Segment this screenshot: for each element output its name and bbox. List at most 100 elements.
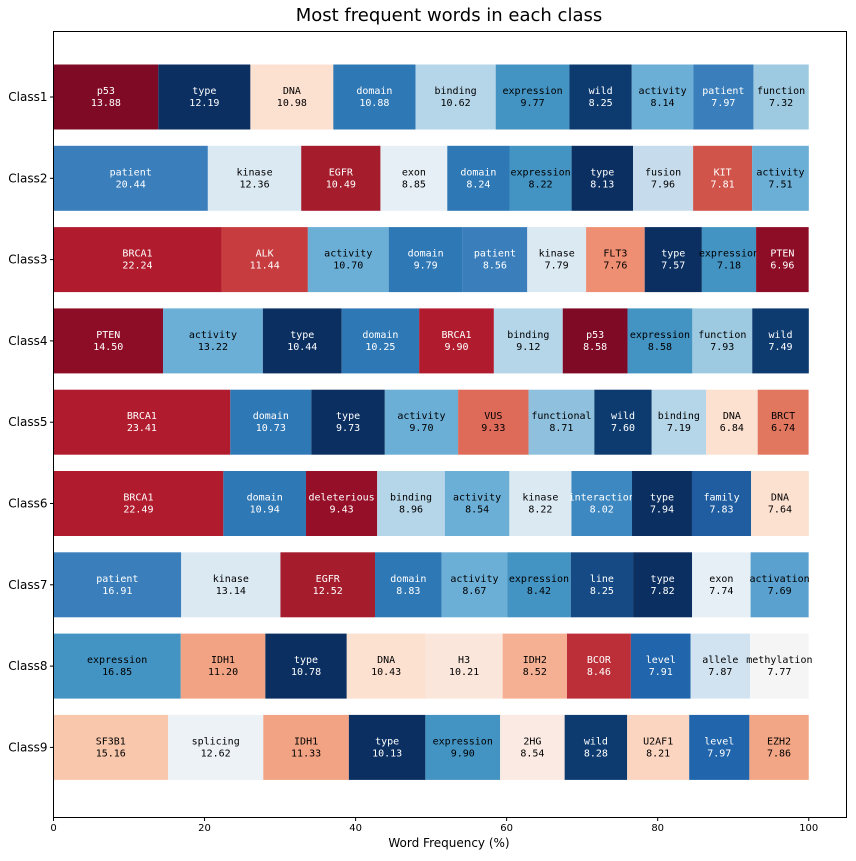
segment-value-label: 7.83	[709, 505, 733, 516]
segment-value-label: 7.81	[711, 179, 735, 190]
segment-value-label: 13.22	[198, 342, 228, 353]
category-label: Class2	[8, 171, 47, 185]
bar-segment	[493, 308, 563, 374]
segment-value-label: 9.79	[414, 261, 438, 272]
segment-value-label: 8.22	[528, 505, 552, 516]
segment-word-label: activity	[324, 249, 372, 260]
bar-segment	[181, 552, 281, 618]
bar-segment	[564, 714, 628, 780]
segment-word-label: domain	[460, 167, 496, 178]
segment-word-label: BRCA1	[123, 493, 153, 504]
bar-segment	[388, 227, 463, 293]
bar-segment	[441, 552, 508, 618]
bar-segment	[693, 145, 753, 211]
x-tick-label: 0	[50, 823, 56, 834]
segment-value-label: 6.96	[770, 261, 794, 272]
segment-value-label: 22.24	[122, 261, 152, 272]
bar-segment	[348, 714, 426, 780]
segment-value-label: 12.36	[239, 179, 269, 190]
segment-word-label: kinase	[236, 167, 272, 178]
segment-value-label: 10.94	[250, 505, 280, 516]
bar-segment	[230, 389, 312, 455]
segment-value-label: 9.77	[521, 98, 545, 109]
segment-value-label: 9.70	[409, 423, 433, 434]
segment-word-label: BRCA1	[127, 411, 157, 422]
segment-word-label: interaction	[569, 493, 635, 504]
segment-word-label: IDH1	[211, 655, 235, 666]
segment-word-label: BRCT	[771, 411, 795, 422]
segment-value-label: 7.97	[707, 748, 731, 759]
segment-word-label: type	[336, 411, 360, 422]
segment-word-label: activation	[750, 574, 810, 585]
bar-segment	[307, 227, 389, 293]
bar-segment	[630, 633, 691, 699]
segment-word-label: binding	[658, 411, 700, 422]
bar-segment	[265, 633, 347, 699]
segment-value-label: 7.51	[768, 179, 792, 190]
bar-segment	[53, 145, 208, 211]
segment-word-label: H3	[458, 655, 470, 666]
segment-value-label: 8.21	[646, 748, 670, 759]
bar-segment	[632, 471, 692, 536]
segment-word-label: 2HG	[523, 736, 541, 747]
segment-word-label: IDH1	[294, 736, 318, 747]
bar-segment	[380, 145, 448, 211]
segment-word-label: IDH2	[523, 655, 547, 666]
segment-word-label: kinase	[213, 574, 249, 585]
segment-value-label: 10.73	[256, 423, 286, 434]
bar-segment	[706, 389, 758, 455]
bar-segment	[167, 714, 264, 780]
bar-segment	[419, 308, 494, 374]
segment-value-label: 7.82	[651, 586, 675, 597]
bar-segment	[594, 389, 652, 455]
bar-segment	[627, 714, 690, 780]
category-label: Class6	[8, 497, 47, 511]
segment-value-label: 7.69	[768, 586, 792, 597]
segment-word-label: PTEN	[770, 249, 794, 260]
bar-segment	[250, 64, 334, 130]
bar-segment	[305, 471, 378, 536]
x-tick-label: 80	[651, 823, 664, 834]
segment-value-label: 22.49	[123, 505, 153, 516]
bar-segment	[163, 308, 263, 374]
bar-segment	[500, 714, 565, 780]
segment-value-label: 7.18	[717, 261, 741, 272]
segment-value-label: 10.43	[371, 667, 401, 678]
segment-word-label: domain	[408, 249, 444, 260]
segment-value-label: 8.58	[583, 342, 607, 353]
bar-segment	[444, 471, 510, 536]
segment-value-label: 7.32	[769, 98, 793, 109]
segment-word-label: activity	[450, 574, 498, 585]
segment-word-label: wild	[611, 411, 635, 422]
bar-segment	[632, 145, 694, 211]
x-tick-label: 60	[500, 823, 513, 834]
segment-word-label: level	[704, 736, 734, 747]
bar-segment	[53, 389, 231, 455]
segment-value-label: 7.19	[667, 423, 691, 434]
segment-value-label: 7.64	[768, 505, 792, 516]
bar-segment	[750, 552, 809, 618]
category-label: Class5	[8, 415, 47, 429]
segment-word-label: exon	[709, 574, 733, 585]
category-label: Class7	[8, 578, 47, 592]
segment-value-label: 11.44	[250, 261, 280, 272]
segment-word-label: function	[698, 330, 746, 341]
segment-word-label: activity	[397, 411, 445, 422]
segment-value-label: 12.62	[201, 748, 231, 759]
bar-segment	[301, 145, 381, 211]
segment-value-label: 10.62	[441, 98, 471, 109]
segment-word-label: binding	[507, 330, 549, 341]
segment-value-label: 11.33	[291, 748, 321, 759]
bar-segment	[644, 227, 702, 293]
bar-segment	[527, 227, 587, 293]
segment-word-label: patient	[474, 249, 516, 260]
x-axis-title: Word Frequency (%)	[388, 836, 509, 850]
segment-word-label: type	[375, 736, 399, 747]
segment-word-label: wild	[584, 736, 608, 747]
bar-segment	[311, 389, 385, 455]
bar-segment	[753, 64, 809, 130]
segment-value-label: 6.84	[720, 423, 744, 434]
bar-segment	[221, 227, 308, 293]
segment-value-label: 7.77	[767, 667, 791, 678]
